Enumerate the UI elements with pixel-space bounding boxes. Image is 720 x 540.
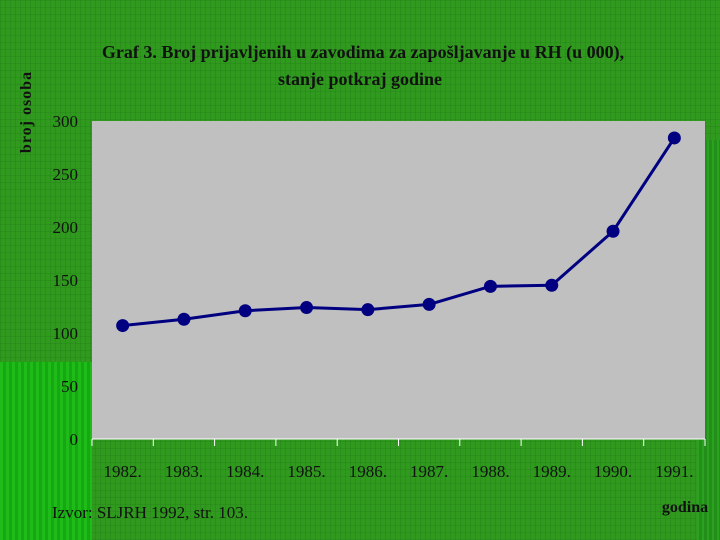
y-axis-ticks: 0 50 100 150 200 250 300 [53,112,79,449]
y-tick-label: 150 [53,271,79,290]
data-point-1983 [177,312,191,326]
x-tick-label: 1991. [655,462,693,481]
x-tick-label: 1984. [226,462,264,481]
series-line [122,137,676,328]
x-tick-label: 1988. [471,462,509,481]
background-stripe-lower-left [0,362,92,540]
series-registered-unemployed [116,131,681,333]
data-point-1982 [116,319,130,333]
x-tick-label: 1987. [410,462,448,481]
data-point-1988 [483,279,497,293]
x-axis-label: godina [662,499,708,516]
data-point-1990 [606,224,620,238]
x-tick-label: 1982. [104,462,142,481]
y-axis-label: broj osoba [18,71,35,153]
y-tick-label: 250 [53,165,79,184]
x-tick-label: 1986. [349,462,387,481]
data-point-1985 [300,301,314,315]
y-tick-label: 0 [70,430,79,449]
data-point-1986 [361,303,375,317]
x-tick-label: 1983. [165,462,203,481]
data-point-1984 [238,304,252,318]
data-point-1991 [667,131,681,145]
data-point-1989 [545,278,559,292]
data-point-1987 [422,297,436,311]
y-tick-label: 300 [53,112,79,131]
x-axis-ticks: 1982. 1983. 1984. 1985. 1986. 1987. 1988. 1989.… [91,438,706,481]
x-tick-label: 1990. [594,462,632,481]
y-tick-label: 200 [53,218,79,237]
y-tick-label: 50 [61,377,78,396]
x-tick-label: 1989. [533,462,571,481]
y-tick-label: 100 [53,324,79,343]
plot-area [92,121,705,439]
x-tick-label: 1985. [287,462,325,481]
chart-title-line-2: stanje potkraj godine [278,69,442,89]
source-note: Izvor: SLJRH 1992, str. 103. [52,503,248,522]
chart-title-line-1: Graf 3. Broj prijavljenih u zavodima za … [102,42,624,63]
